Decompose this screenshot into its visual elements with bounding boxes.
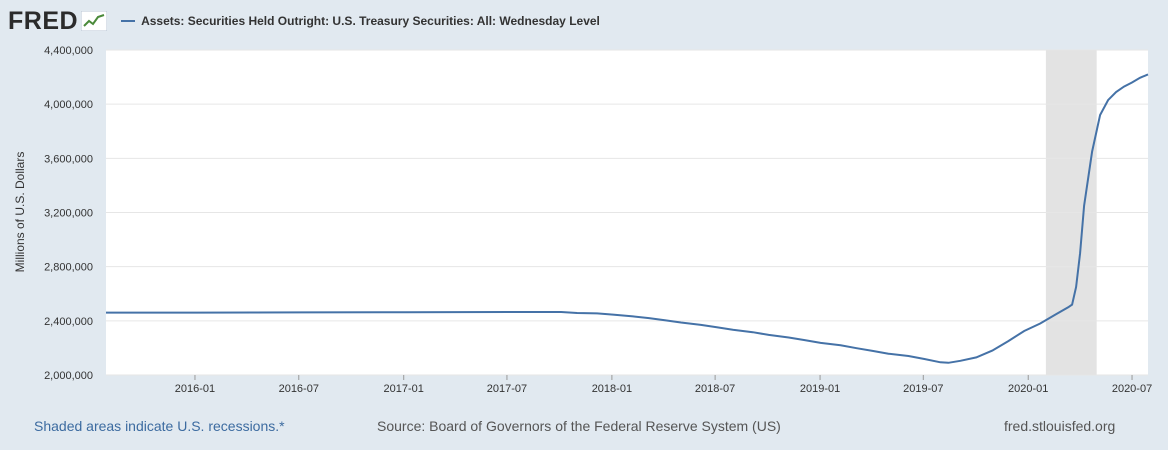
x-tick-label: 2018-07 [695, 383, 735, 395]
x-tick-label: 2016-01 [175, 383, 215, 395]
fred-logo[interactable]: FRED [8, 6, 79, 35]
y-tick-label: 2,800,000 [44, 262, 93, 274]
y-tick-label: 4,400,000 [44, 45, 93, 57]
x-tick-label: 2020-01 [1008, 383, 1048, 395]
x-tick-label: 2019-07 [903, 383, 943, 395]
y-axis-label: Millions of U.S. Dollars [13, 152, 27, 273]
x-tick-label: 2016-07 [279, 383, 319, 395]
trend-line-icon [81, 11, 108, 31]
recession-note-link[interactable]: Shaded areas indicate U.S. recessions.* [34, 418, 285, 434]
gridlines [106, 49, 1148, 376]
y-tick-label: 3,600,000 [44, 153, 93, 165]
x-tick-label: 2018-01 [592, 383, 632, 395]
series-line [106, 73, 1149, 364]
legend: Assets: Securities Held Outright: U.S. T… [121, 14, 600, 28]
site-link[interactable]: fred.stlouisfed.org [1004, 418, 1116, 434]
legend-label: Assets: Securities Held Outright: U.S. T… [141, 14, 600, 28]
x-axis: 2016-01 2016-07 2017-01 2017-07 2018-01 2018-… [175, 375, 1152, 395]
x-tick-label: 2019-01 [800, 383, 840, 395]
y-axis: 2,000,000 2,400,000 2,800,000 3,200,000 3,60… [44, 45, 93, 382]
chart-header: FRED Assets: Securities Held Outright: U… [8, 6, 600, 36]
y-tick-label: 2,000,000 [44, 370, 93, 382]
y-tick-label: 3,200,000 [44, 208, 93, 220]
chart: 2,000,000 2,400,000 2,800,000 3,200,000 3,60… [13, 45, 1152, 395]
x-tick-label: 2017-07 [487, 383, 527, 395]
legend-swatch [121, 20, 136, 22]
y-tick-label: 4,000,000 [44, 99, 93, 111]
x-tick-label: 2017-01 [384, 383, 424, 395]
y-tick-label: 2,400,000 [44, 316, 93, 328]
x-tick-label: 2020-07 [1112, 383, 1152, 395]
source-text: Source: Board of Governors of the Federa… [377, 418, 781, 434]
